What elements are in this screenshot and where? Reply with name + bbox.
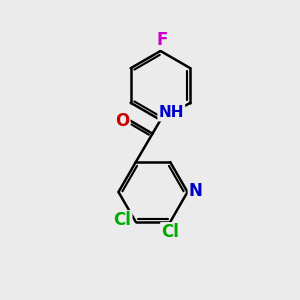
Text: Cl: Cl — [161, 224, 179, 242]
Text: Cl: Cl — [113, 212, 131, 230]
Text: NH: NH — [159, 105, 184, 120]
Text: N: N — [189, 182, 203, 200]
Text: O: O — [115, 112, 129, 130]
Text: F: F — [156, 31, 168, 49]
